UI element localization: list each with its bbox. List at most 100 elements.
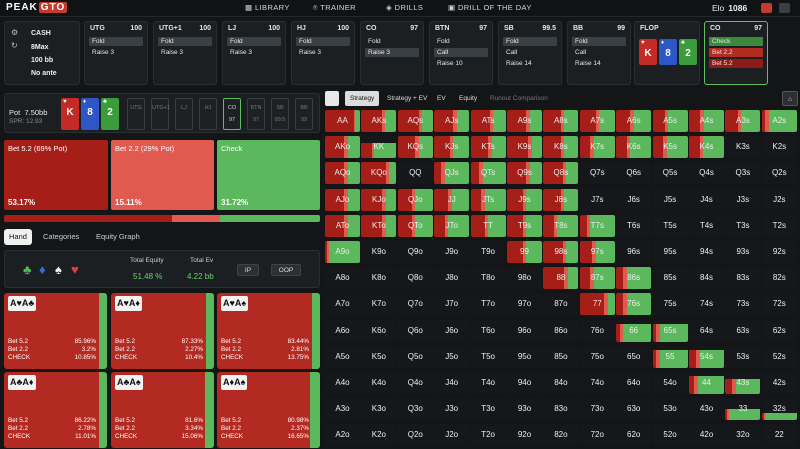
grid-cell[interactable]: K4o — [361, 372, 397, 394]
grid-cell[interactable]: K7o — [361, 293, 397, 316]
grid-cell[interactable]: A9o — [325, 241, 360, 263]
grid-cell[interactable]: A8o — [325, 267, 360, 290]
grid-cell[interactable]: TT — [470, 214, 506, 237]
combo-card[interactable]: A♥A♣ Bet 5.2 85.96% Bet 2.2 3.2% CHECK 10.85% — [4, 293, 107, 369]
grid-cell[interactable]: QJs — [434, 162, 470, 185]
grid-cell[interactable]: J4o — [434, 372, 470, 394]
grid-cell[interactable]: J4s — [689, 188, 724, 211]
grid-cell[interactable]: A9s — [507, 110, 542, 132]
grid-cell[interactable]: J6s — [616, 188, 652, 211]
grid-cell[interactable]: Q4s — [689, 162, 724, 185]
grid-cell[interactable]: J7s — [579, 188, 615, 211]
grid-cell[interactable]: T2o — [470, 424, 506, 447]
grid-cell[interactable]: 83o — [543, 398, 579, 421]
combo-card[interactable]: A♣A♦ Bet 5.2 86.22% Bet 2.2 2.78% CHECK 11.01% — [4, 372, 107, 448]
grid-cell[interactable]: A7o — [325, 293, 360, 316]
grid-cell[interactable]: AJo — [325, 188, 360, 211]
grid-cell[interactable]: 66 — [616, 319, 652, 342]
grid-cell[interactable]: 76o — [579, 319, 615, 342]
grid-cell[interactable]: 84s — [689, 267, 724, 290]
grid-cell[interactable]: AQo — [325, 162, 360, 185]
grid-cell[interactable]: K6o — [361, 319, 397, 342]
grid-cell[interactable]: 92s — [761, 241, 797, 263]
grid-cell[interactable]: Q7o — [397, 293, 433, 316]
grid-cell[interactable]: T6s — [616, 214, 652, 237]
grid-cell[interactable]: Q7s — [579, 162, 615, 185]
grid-cell[interactable]: 95s — [652, 241, 688, 263]
grid-cell[interactable]: 64o — [616, 372, 652, 394]
grid-cell[interactable]: 62o — [616, 424, 652, 447]
suit-filter-icon[interactable]: ♦ — [39, 262, 46, 277]
combo-card[interactable]: A♦A♠ Bet 5.2 80.98% Bet 2.2 2.37% CHECK 16.65% — [217, 372, 320, 448]
grid-cell[interactable]: Q5s — [652, 162, 688, 185]
grid-cell[interactable]: 85o — [543, 345, 579, 368]
grid-cell[interactable]: 97o — [507, 293, 542, 316]
tab-equity-graph[interactable]: Equity Graph — [96, 232, 140, 241]
grid-cell[interactable]: 63o — [616, 398, 652, 421]
mini-seat[interactable]: CO 97 — [223, 98, 241, 130]
grid-cell[interactable]: A3o — [325, 398, 360, 421]
grid-cell[interactable]: A6s — [616, 110, 652, 132]
grid-cell[interactable]: J9s — [507, 188, 542, 211]
grid-cell[interactable]: J5o — [434, 345, 470, 368]
grid-cell[interactable]: K3o — [361, 398, 397, 421]
grid-cell[interactable]: T8s — [543, 214, 579, 237]
nav-drill-of-the-day[interactable]: ▣ DRILL OF THE DAY — [448, 3, 532, 12]
mini-seat[interactable]: UTG+1 — [151, 98, 170, 130]
grid-cell[interactable]: A4s — [689, 110, 724, 132]
grid-cell[interactable]: J8o — [434, 267, 470, 290]
refresh-icon[interactable]: ↻ — [11, 41, 18, 50]
gamepad-icon[interactable]: ⌂ — [782, 91, 798, 106]
grid-cell[interactable]: Q3s — [725, 162, 761, 185]
grid-cell[interactable]: KTo — [361, 214, 397, 237]
grid-cell[interactable]: 65o — [616, 345, 652, 368]
grid-cell[interactable]: JTo — [434, 214, 470, 237]
grid-cell[interactable]: 43s — [725, 372, 761, 394]
grid-cell[interactable]: 74s — [689, 293, 724, 316]
grid-cell[interactable]: 32o — [725, 424, 761, 447]
grid-cell[interactable]: ATo — [325, 214, 360, 237]
grid-cell[interactable]: K9o — [361, 241, 397, 263]
grid-cell[interactable]: 32s — [761, 398, 797, 421]
grid-cell[interactable]: QQ — [397, 162, 433, 185]
grid-cell[interactable]: 42o — [689, 424, 724, 447]
combo-card[interactable]: A♥A♠ Bet 5.2 83.44% Bet 2.2 2.81% CHECK 13.75% — [217, 293, 320, 369]
grid-cell[interactable]: A6o — [325, 319, 360, 342]
grid-cell[interactable]: 43o — [689, 398, 724, 421]
grid-cell[interactable]: Q8s — [543, 162, 579, 185]
grid-cell[interactable]: 82s — [761, 267, 797, 290]
suit-filter-icon[interactable]: ♠ — [55, 262, 62, 277]
grid-cell[interactable]: 88 — [543, 267, 579, 290]
grid-cell[interactable]: KK — [361, 136, 397, 159]
grid-cell[interactable]: AA — [325, 110, 360, 132]
grid-cell[interactable]: Q9s — [507, 162, 542, 185]
grid-cell[interactable]: 75s — [652, 293, 688, 316]
grid-cell[interactable]: KTs — [470, 136, 506, 159]
grid-cell[interactable]: A4o — [325, 372, 360, 394]
action-box[interactable]: Check 31.72% — [217, 140, 320, 210]
grid-cell[interactable]: 94o — [507, 372, 542, 394]
matrix-view-icon[interactable] — [325, 91, 339, 106]
grid-cell[interactable]: J9o — [434, 241, 470, 263]
grid-cell[interactable]: J6o — [434, 319, 470, 342]
grid-cell[interactable]: Q9o — [397, 241, 433, 263]
grid-cell[interactable]: KJo — [361, 188, 397, 211]
grid-cell[interactable]: T8o — [470, 267, 506, 290]
grid-cell[interactable]: T5s — [652, 214, 688, 237]
grid-cell[interactable]: K5s — [652, 136, 688, 159]
grid-cell[interactable]: 73o — [579, 398, 615, 421]
grid-cell[interactable]: 42s — [761, 372, 797, 394]
grid-cell[interactable]: T3s — [725, 214, 761, 237]
combo-card[interactable]: A♣A♠ Bet 5.2 81.6% Bet 2.2 3.34% CHECK 15.06% — [111, 372, 214, 448]
grid-cell[interactable]: A3s — [725, 110, 761, 132]
grid-cell[interactable]: 22 — [761, 424, 797, 447]
suit-filter-icon[interactable]: ♣ — [23, 262, 32, 277]
tab-hand[interactable]: Hand — [4, 229, 32, 245]
tab-categories[interactable]: Categories — [43, 232, 80, 241]
grid-cell[interactable]: 76s — [616, 293, 652, 316]
grid-cell[interactable]: 63s — [725, 319, 761, 342]
grid-cell[interactable]: 64s — [689, 319, 724, 342]
grid-cell[interactable]: T7o — [470, 293, 506, 316]
grid-cell[interactable]: 93o — [507, 398, 542, 421]
grid-cell[interactable]: J2s — [761, 188, 797, 211]
